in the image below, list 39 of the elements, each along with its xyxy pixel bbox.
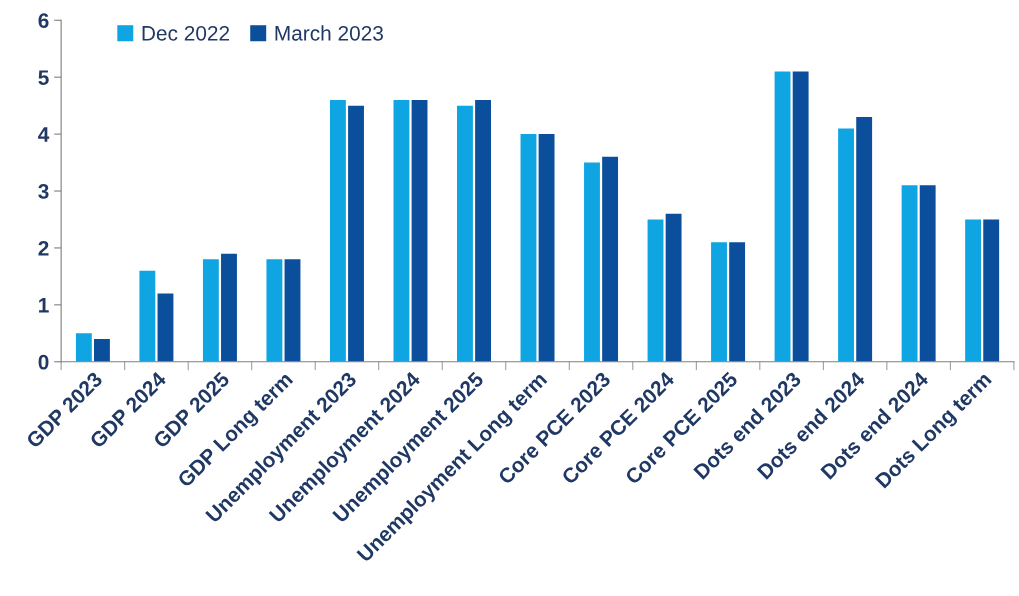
y-tick-label: 3 [38, 184, 49, 199]
bar [202, 259, 219, 362]
bar [774, 71, 791, 362]
y-tick-label: 4 [38, 127, 50, 142]
bar [75, 333, 92, 362]
bar [139, 270, 156, 362]
bar [838, 128, 854, 362]
bar [919, 185, 936, 362]
bar [266, 259, 283, 362]
bar [965, 219, 982, 362]
bar [221, 253, 237, 362]
bar [584, 162, 600, 362]
bar [348, 105, 364, 362]
bar [411, 99, 428, 362]
bar [457, 105, 473, 362]
bar [792, 71, 809, 362]
bar [538, 134, 555, 362]
legend-label: Dec 2022 [142, 25, 230, 41]
bar [94, 339, 110, 362]
bar [157, 293, 174, 362]
y-tick-label: 1 [39, 298, 49, 313]
y-tick-label: 0 [38, 354, 49, 370]
y-tick-label: 2 [38, 240, 49, 256]
bar [329, 99, 346, 362]
bar [602, 156, 619, 362]
bar [475, 99, 491, 362]
bar [647, 219, 664, 362]
legend-label: March 2023 [275, 25, 383, 41]
bar [983, 219, 1000, 362]
bar [711, 242, 727, 362]
bar [729, 242, 746, 362]
bar [665, 213, 682, 362]
bar [520, 134, 537, 362]
bar [393, 99, 410, 362]
bar [856, 117, 873, 362]
bar [284, 259, 301, 362]
y-tick-label: 5 [38, 70, 49, 85]
bar [901, 185, 918, 362]
y-tick-label: 6 [38, 13, 49, 29]
